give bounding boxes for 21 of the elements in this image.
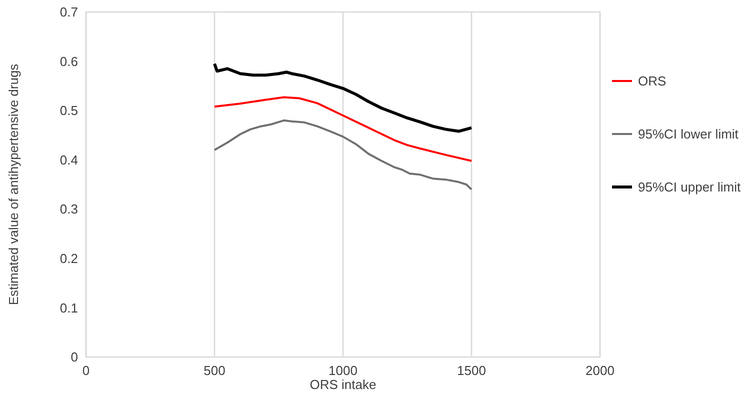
y-tick-label: 0.4 [60,152,78,168]
x-tick-label: 0 [82,363,90,378]
y-axis-title: Estimated value of antihypertensive drugs [6,63,21,306]
y-tick-label: 0.1 [60,300,78,316]
line-series [213,62,473,133]
line-series [214,96,472,162]
y-tick-label: 0.2 [60,250,78,266]
x-tick-label: 500 [204,363,226,378]
legend-label: ORS [638,74,666,89]
line-series [214,119,472,190]
y-tick-label: 0.6 [60,54,78,69]
y-tick-label: 0.7 [60,4,78,20]
y-tick-label: 0.3 [60,202,78,217]
legend-label: 95%CI lower limit [638,126,739,142]
legend-label: 95%CI upper limit [638,180,741,195]
x-tick-label: 1500 [457,363,486,378]
y-tick-label: 0.5 [60,103,78,118]
y-tick-label: 0 [70,350,78,365]
x-tick-label: 1000 [328,363,358,378]
x-axis-title: ORS intake [310,377,376,392]
x-tick-label: 2000 [586,363,614,378]
